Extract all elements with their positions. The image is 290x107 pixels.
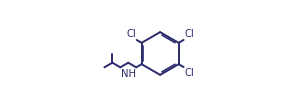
- Text: Cl: Cl: [184, 29, 194, 39]
- Text: Cl: Cl: [184, 68, 194, 78]
- Text: Cl: Cl: [126, 29, 136, 39]
- Text: NH: NH: [121, 69, 136, 79]
